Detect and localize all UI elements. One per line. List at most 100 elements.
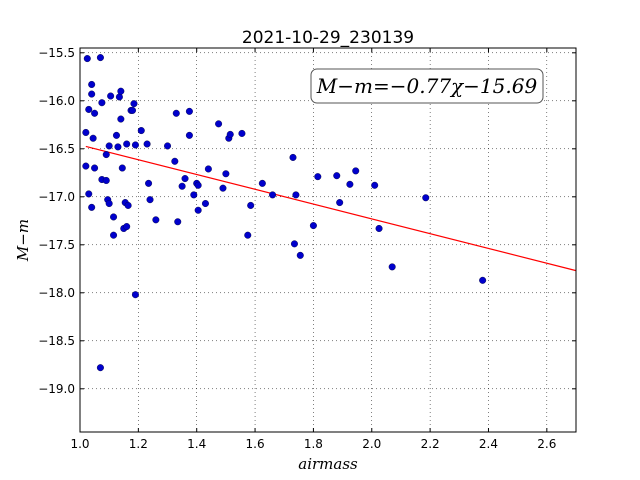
plot-frame <box>79 47 577 433</box>
data-point <box>371 181 379 189</box>
y-tick-label: −19.0 <box>38 382 75 396</box>
data-point <box>123 140 131 148</box>
data-point <box>244 231 252 239</box>
x-tick-label: 2.2 <box>421 437 440 451</box>
data-point <box>96 364 104 372</box>
y-tick-label: −16.5 <box>38 142 75 156</box>
data-point <box>222 170 230 178</box>
data-point <box>290 240 298 248</box>
data-point <box>479 276 487 284</box>
data-point <box>88 203 96 211</box>
y-tick-label: −18.5 <box>38 334 75 348</box>
y-tick-labels: −15.5 −16.0 −16.5 −17.0 −17.5 −18.0 −18.5 −19.0 <box>38 46 75 396</box>
x-axis-label: airmass <box>298 455 358 473</box>
fit-equation-box: M−m=−0.77χ−15.69 <box>310 68 544 104</box>
data-point <box>215 120 223 128</box>
data-point <box>258 179 266 187</box>
y-tick-label: −18.0 <box>38 286 75 300</box>
x-tick-label: 1.0 <box>70 437 89 451</box>
data-point <box>174 218 182 226</box>
data-point <box>143 140 151 148</box>
y-tick-label: −16.0 <box>38 94 75 108</box>
y-axis-label: M−m <box>14 219 32 262</box>
fit-line <box>85 145 577 272</box>
x-tick-label: 1.8 <box>304 437 323 451</box>
data-point <box>82 162 90 170</box>
fit-equation-label: M−m=−0.77χ−15.69 <box>316 74 538 98</box>
data-point <box>91 109 99 117</box>
data-point <box>102 151 110 159</box>
data-point <box>98 99 106 107</box>
data-point <box>194 181 202 189</box>
fit-line-group <box>85 145 577 272</box>
data-point <box>388 263 396 271</box>
data-point <box>289 153 297 161</box>
x-tick-label: 2.4 <box>479 437 498 451</box>
data-point <box>164 142 172 150</box>
chart-title: 2021-10-29_230139 <box>242 28 414 48</box>
data-point <box>96 54 104 62</box>
data-point <box>82 128 90 136</box>
data-point <box>117 87 125 95</box>
data-point <box>146 196 154 204</box>
data-point <box>185 131 193 139</box>
x-tick-label: 2.6 <box>537 437 556 451</box>
data-point <box>83 55 91 63</box>
data-point <box>105 200 113 208</box>
data-point <box>88 80 96 88</box>
x-tick-label: 1.4 <box>187 437 206 451</box>
data-point <box>247 201 255 209</box>
data-point <box>131 141 139 149</box>
data-point <box>129 106 137 114</box>
data-point <box>118 164 126 172</box>
data-point <box>292 191 300 199</box>
data-point <box>422 194 430 202</box>
data-point <box>131 291 139 299</box>
data-point <box>181 175 189 183</box>
data-point <box>178 182 186 190</box>
data-point <box>102 176 110 184</box>
data-point <box>115 93 123 101</box>
data-point <box>85 190 93 198</box>
data-point <box>110 213 118 221</box>
data-point <box>114 143 122 151</box>
data-point <box>352 167 360 175</box>
data-point <box>145 179 153 187</box>
data-point <box>130 100 138 108</box>
data-point <box>375 224 383 232</box>
y-tick-label: −17.0 <box>38 190 75 204</box>
data-point <box>152 216 160 224</box>
x-tick-label: 1.6 <box>246 437 265 451</box>
data-point <box>309 222 317 230</box>
x-tick-label: 1.2 <box>129 437 148 451</box>
data-point <box>269 191 277 199</box>
data-point <box>219 184 227 192</box>
data-point <box>88 90 96 98</box>
data-point <box>194 206 202 214</box>
data-point <box>107 92 115 100</box>
x-tick-labels: 1.0 1.2 1.4 1.6 1.8 2.0 2.2 2.4 2.6 <box>70 437 556 451</box>
data-point <box>336 199 344 207</box>
data-point <box>226 130 234 138</box>
y-tick-label: −17.5 <box>38 238 75 252</box>
data-point <box>201 200 209 208</box>
data-point <box>110 231 118 239</box>
grid-lines <box>80 48 576 432</box>
x-tick-label: 2.0 <box>362 437 381 451</box>
data-point <box>105 142 113 150</box>
fit-equation-frame <box>310 68 544 104</box>
data-point <box>204 165 212 173</box>
data-point <box>171 157 179 165</box>
data-points <box>82 54 487 372</box>
data-point <box>117 115 125 123</box>
data-point <box>172 109 180 117</box>
data-point <box>137 127 145 135</box>
y-tick-label: −15.5 <box>38 46 75 60</box>
data-point <box>346 180 354 188</box>
data-point <box>190 191 198 199</box>
data-point <box>123 223 131 231</box>
data-point <box>238 129 246 137</box>
data-point <box>333 172 341 180</box>
data-point <box>89 134 97 142</box>
